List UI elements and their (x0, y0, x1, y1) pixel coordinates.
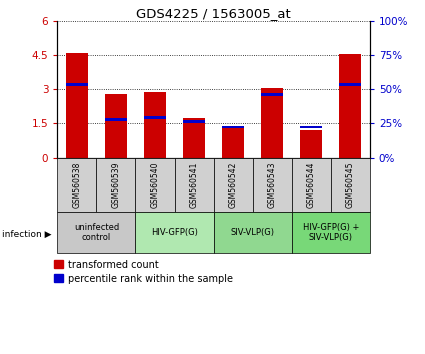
Bar (331, 158, 370, 212)
Bar (261, 93, 283, 96)
Bar (300, 130, 322, 158)
Bar (213, 212, 292, 253)
Bar (252, 158, 292, 212)
Text: GSM560544: GSM560544 (307, 162, 316, 208)
Text: GSM560538: GSM560538 (72, 162, 82, 208)
Text: GSM560541: GSM560541 (190, 162, 198, 208)
Bar (222, 126, 244, 158)
Text: GSM560540: GSM560540 (150, 162, 159, 208)
Bar (144, 116, 166, 119)
Bar (183, 118, 205, 158)
Text: SIV-VLP(G): SIV-VLP(G) (231, 228, 275, 237)
Bar (66, 53, 88, 158)
Bar (105, 118, 127, 121)
Bar (144, 92, 166, 158)
Bar (96, 158, 136, 212)
Legend: transformed count, percentile rank within the sample: transformed count, percentile rank withi… (54, 260, 233, 284)
Bar (136, 158, 175, 212)
Bar (57, 158, 96, 212)
Text: uninfected
control: uninfected control (74, 223, 119, 242)
Text: HIV-GFP(G) +
SIV-VLP(G): HIV-GFP(G) + SIV-VLP(G) (303, 223, 359, 242)
Bar (292, 212, 370, 253)
Bar (57, 212, 136, 253)
Bar (183, 120, 205, 123)
Bar (66, 83, 88, 86)
Bar (300, 126, 322, 129)
Bar (340, 54, 361, 158)
Bar (261, 87, 283, 158)
Text: GSM560539: GSM560539 (111, 162, 120, 208)
Bar (105, 94, 127, 158)
Bar (292, 158, 331, 212)
Text: GSM560545: GSM560545 (346, 162, 355, 208)
Bar (222, 126, 244, 128)
Text: GSM560543: GSM560543 (268, 162, 277, 208)
Text: GSM560542: GSM560542 (229, 162, 238, 208)
Bar (175, 158, 213, 212)
Bar (136, 212, 213, 253)
Text: infection ▶: infection ▶ (2, 230, 51, 239)
Text: HIV-GFP(G): HIV-GFP(G) (151, 228, 198, 237)
Bar (340, 83, 361, 86)
Bar (213, 158, 252, 212)
Title: GDS4225 / 1563005_at: GDS4225 / 1563005_at (136, 7, 291, 20)
